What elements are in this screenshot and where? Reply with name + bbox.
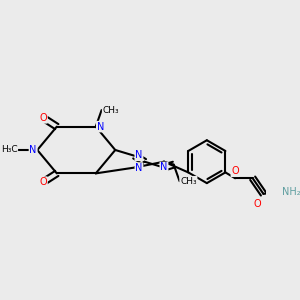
- Text: NH₂: NH₂: [282, 187, 300, 197]
- Text: N: N: [135, 163, 142, 173]
- Text: N: N: [160, 162, 168, 172]
- Text: O: O: [39, 177, 47, 187]
- Text: O: O: [231, 166, 239, 176]
- Text: CH₃: CH₃: [180, 177, 197, 186]
- Text: N: N: [135, 150, 142, 160]
- Text: O: O: [39, 113, 47, 123]
- Text: N: N: [97, 122, 104, 132]
- Text: N: N: [29, 145, 37, 155]
- Text: O: O: [254, 199, 261, 208]
- Text: H₃C: H₃C: [1, 146, 17, 154]
- Text: CH₃: CH₃: [103, 106, 119, 115]
